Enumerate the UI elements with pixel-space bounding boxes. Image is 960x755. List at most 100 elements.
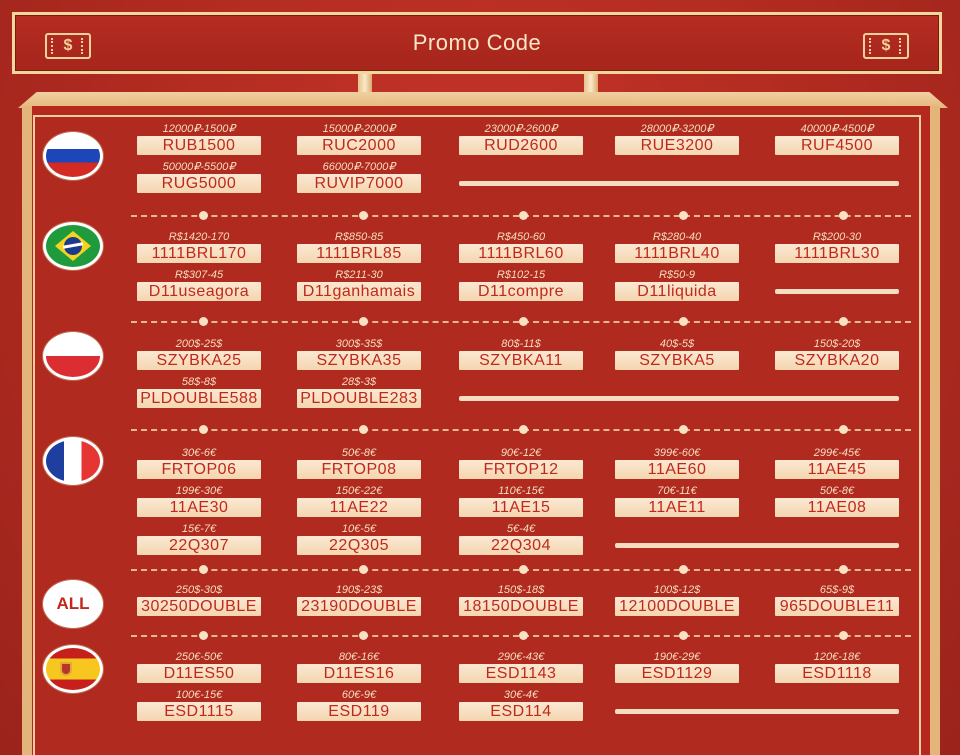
- promo-code-button[interactable]: 1111BRL85: [297, 244, 421, 263]
- promo-code-button[interactable]: RUB1500: [137, 136, 261, 155]
- promo-code-button[interactable]: D11useagora: [137, 282, 261, 301]
- promo-code-item[interactable]: 150$-20$ SZYBKA20: [775, 338, 899, 370]
- promo-code-button[interactable]: RUD2600: [459, 136, 583, 155]
- promo-code-button[interactable]: 22Q307: [137, 536, 261, 555]
- promo-code-item[interactable]: R$102-15 D11compre: [459, 269, 583, 301]
- promo-code-button[interactable]: FRTOP12: [459, 460, 583, 479]
- promo-code-button[interactable]: 11AE22: [297, 498, 421, 517]
- promo-code-item[interactable]: 12000₽-1500₽ RUB1500: [137, 123, 261, 155]
- promo-code-button[interactable]: 11AE45: [775, 460, 899, 479]
- promo-code-item[interactable]: 190€-29€ ESD1129: [615, 651, 739, 683]
- promo-code-item[interactable]: 100$-12$ 12100DOUBLE: [615, 584, 739, 616]
- promo-code-button[interactable]: SZYBKA25: [137, 351, 261, 370]
- promo-code-item[interactable]: 40$-5$ SZYBKA5: [615, 338, 739, 370]
- promo-code-item[interactable]: 60€-9€ ESD119: [297, 689, 421, 721]
- promo-code-button[interactable]: SZYBKA5: [615, 351, 739, 370]
- promo-code-button[interactable]: SZYBKA11: [459, 351, 583, 370]
- promo-code-item[interactable]: 50000₽-5500₽ RUG5000: [137, 161, 261, 193]
- promo-code-button[interactable]: ESD1115: [137, 702, 261, 721]
- promo-code-item[interactable]: 28$-3$ PLDOUBLE283: [297, 376, 421, 408]
- promo-code-button[interactable]: RUG5000: [137, 174, 261, 193]
- promo-code-button[interactable]: 1111BRL170: [137, 244, 261, 263]
- promo-code-item[interactable]: R$211-30 D11ganhamais: [297, 269, 421, 301]
- promo-code-button[interactable]: 22Q304: [459, 536, 583, 555]
- promo-code-button[interactable]: 30250DOUBLE: [137, 597, 261, 616]
- promo-code-item[interactable]: 120€-18€ ESD1118: [775, 651, 899, 683]
- promo-code-button[interactable]: FRTOP08: [297, 460, 421, 479]
- promo-code-button[interactable]: 23190DOUBLE: [297, 597, 421, 616]
- promo-code-button[interactable]: ESD1118: [775, 664, 899, 683]
- promo-code-item[interactable]: 250€-50€ D11ES50: [137, 651, 261, 683]
- promo-code-item[interactable]: 30€-4€ ESD114: [459, 689, 583, 721]
- promo-code-item[interactable]: 399€-60€ 11AE60: [615, 447, 739, 479]
- promo-code-item[interactable]: 250$-30$ 30250DOUBLE: [137, 584, 261, 616]
- promo-code-button[interactable]: D11ganhamais: [297, 282, 421, 301]
- promo-code-button[interactable]: ESD1129: [615, 664, 739, 683]
- promo-code-item[interactable]: R$307-45 D11useagora: [137, 269, 261, 301]
- promo-code-item[interactable]: 190$-23$ 23190DOUBLE: [297, 584, 421, 616]
- promo-code-item[interactable]: 90€-12€ FRTOP12: [459, 447, 583, 479]
- promo-code-item[interactable]: R$50-9 D11liquida: [615, 269, 739, 301]
- promo-code-item[interactable]: 300$-35$ SZYBKA35: [297, 338, 421, 370]
- promo-code-button[interactable]: SZYBKA20: [775, 351, 899, 370]
- promo-code-item[interactable]: 150$-18$ 18150DOUBLE: [459, 584, 583, 616]
- promo-code-item[interactable]: 70€-11€ 11AE11: [615, 485, 739, 517]
- promo-code-item[interactable]: 65$-9$ 965DOUBLE11: [775, 584, 899, 616]
- promo-code-item[interactable]: 15000₽-2000₽ RUC2000: [297, 123, 421, 155]
- promo-code-button[interactable]: ESD1143: [459, 664, 583, 683]
- promo-code-button[interactable]: 11AE30: [137, 498, 261, 517]
- promo-code-button[interactable]: 965DOUBLE11: [775, 597, 899, 616]
- promo-code-button[interactable]: D11liquida: [615, 282, 739, 301]
- promo-code-button[interactable]: RUVIP7000: [297, 174, 421, 193]
- promo-code-button[interactable]: 11AE11: [615, 498, 739, 517]
- promo-code-button[interactable]: RUC2000: [297, 136, 421, 155]
- promo-condition: 50€-8€: [819, 485, 855, 497]
- promo-code-item[interactable]: R$450-60 1111BRL60: [459, 231, 583, 263]
- promo-code-item[interactable]: 110€-15€ 11AE15: [459, 485, 583, 517]
- promo-code-item[interactable]: 50€-8€ FRTOP08: [297, 447, 421, 479]
- promo-code-button[interactable]: 1111BRL60: [459, 244, 583, 263]
- promo-code-button[interactable]: RUF4500: [775, 136, 899, 155]
- promo-code-button[interactable]: PLDOUBLE588: [137, 389, 261, 408]
- promo-code-button[interactable]: 18150DOUBLE: [459, 597, 583, 616]
- promo-code-button[interactable]: 22Q305: [297, 536, 421, 555]
- promo-code-item[interactable]: R$1420-170 1111BRL170: [137, 231, 261, 263]
- promo-code-item[interactable]: 200$-25$ SZYBKA25: [137, 338, 261, 370]
- promo-code-item[interactable]: 28000₽-3200₽ RUE3200: [615, 123, 739, 155]
- promo-code-button[interactable]: D11compre: [459, 282, 583, 301]
- promo-code-item[interactable]: 23000₽-2600₽ RUD2600: [459, 123, 583, 155]
- promo-code-button[interactable]: RUE3200: [615, 136, 739, 155]
- promo-code-button[interactable]: ESD119: [297, 702, 421, 721]
- promo-code-item[interactable]: R$280-40 1111BRL40: [615, 231, 739, 263]
- promo-code-button[interactable]: 1111BRL30: [775, 244, 899, 263]
- promo-code-item[interactable]: 15€-7€ 22Q307: [137, 523, 261, 555]
- promo-code-item[interactable]: 58$-8$ PLDOUBLE588: [137, 376, 261, 408]
- promo-code-item[interactable]: 80$-11$ SZYBKA11: [459, 338, 583, 370]
- promo-code-item[interactable]: 100€-15€ ESD1115: [137, 689, 261, 721]
- promo-code-button[interactable]: 11AE60: [615, 460, 739, 479]
- promo-code-item[interactable]: 66000₽-7000₽ RUVIP7000: [297, 161, 421, 193]
- promo-code-item[interactable]: 40000₽-4500₽ RUF4500: [775, 123, 899, 155]
- promo-code-button[interactable]: D11ES50: [137, 664, 261, 683]
- promo-code-item[interactable]: 50€-8€ 11AE08: [775, 485, 899, 517]
- promo-code-button[interactable]: 11AE08: [775, 498, 899, 517]
- promo-code-button[interactable]: ESD114: [459, 702, 583, 721]
- promo-code-item[interactable]: 290€-43€ ESD1143: [459, 651, 583, 683]
- promo-code-item[interactable]: 10€-5€ 22Q305: [297, 523, 421, 555]
- promo-code-item[interactable]: R$850-85 1111BRL85: [297, 231, 421, 263]
- promo-code-item[interactable]: 30€-6€ FRTOP06: [137, 447, 261, 479]
- promo-condition: 80€-16€: [338, 651, 380, 663]
- promo-code-button[interactable]: FRTOP06: [137, 460, 261, 479]
- promo-code-button[interactable]: 12100DOUBLE: [615, 597, 739, 616]
- promo-code-button[interactable]: D11ES16: [297, 664, 421, 683]
- promo-code-button[interactable]: 11AE15: [459, 498, 583, 517]
- promo-code-item[interactable]: 150€-22€ 11AE22: [297, 485, 421, 517]
- promo-code-item[interactable]: 80€-16€ D11ES16: [297, 651, 421, 683]
- promo-code-item[interactable]: 299€-45€ 11AE45: [775, 447, 899, 479]
- promo-code-item[interactable]: 199€-30€ 11AE30: [137, 485, 261, 517]
- promo-code-item[interactable]: R$200-30 1111BRL30: [775, 231, 899, 263]
- promo-code-button[interactable]: SZYBKA35: [297, 351, 421, 370]
- promo-code-item[interactable]: 5€-4€ 22Q304: [459, 523, 583, 555]
- promo-code-button[interactable]: PLDOUBLE283: [297, 389, 421, 408]
- promo-code-button[interactable]: 1111BRL40: [615, 244, 739, 263]
